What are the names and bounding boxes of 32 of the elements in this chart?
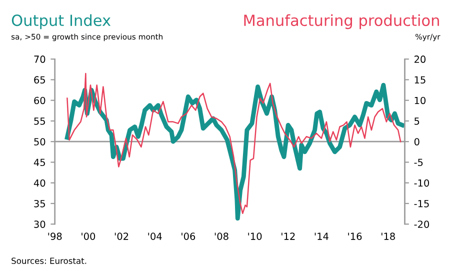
y2-tick-label: 10 — [414, 96, 426, 104]
y-tick-label: 35 — [34, 200, 45, 208]
y-tick-label: 50 — [34, 138, 46, 146]
y-tick-label: 40 — [34, 179, 46, 187]
y2-tick-label: -10 — [414, 179, 430, 187]
x-tick-label: '98 — [48, 232, 62, 240]
y-axis-title: Output Index — [12, 14, 111, 30]
y-tick-label: 65 — [34, 76, 45, 84]
x-tick-label: '04 — [148, 232, 162, 240]
y2-tick-label: -20 — [414, 220, 430, 228]
x-tick-label: '00 — [82, 232, 96, 240]
y2-tick-label: 15 — [414, 76, 426, 84]
y2-tick-label: 0 — [414, 138, 420, 146]
x-tick-label: '08 — [214, 232, 228, 240]
x-tick-label: '10 — [248, 232, 262, 240]
x-tick-label: '12 — [282, 232, 295, 240]
y2-tick-label: -5 — [414, 158, 423, 166]
y-tick-label: 45 — [34, 158, 45, 166]
source-note: Sources: Eurostat. — [12, 258, 86, 264]
y-tick-label: 60 — [34, 96, 46, 104]
y2-tick-label: 5 — [414, 118, 420, 125]
y-tick-label: 55 — [34, 118, 45, 125]
x-tick-label: '14 — [314, 232, 328, 240]
y2-tick-label: 20 — [414, 56, 426, 63]
x-tick-label: '16 — [348, 232, 362, 240]
y-tick-label: 30 — [34, 220, 46, 228]
y-tick-label: 70 — [34, 56, 46, 63]
y2-axis-title: Manufacturing production — [244, 14, 439, 30]
x-tick-label: '18 — [382, 232, 395, 240]
x-tick-label: '06 — [182, 232, 196, 240]
x-tick-label: '02 — [114, 232, 128, 240]
y2-tick-label: -15 — [414, 200, 429, 208]
